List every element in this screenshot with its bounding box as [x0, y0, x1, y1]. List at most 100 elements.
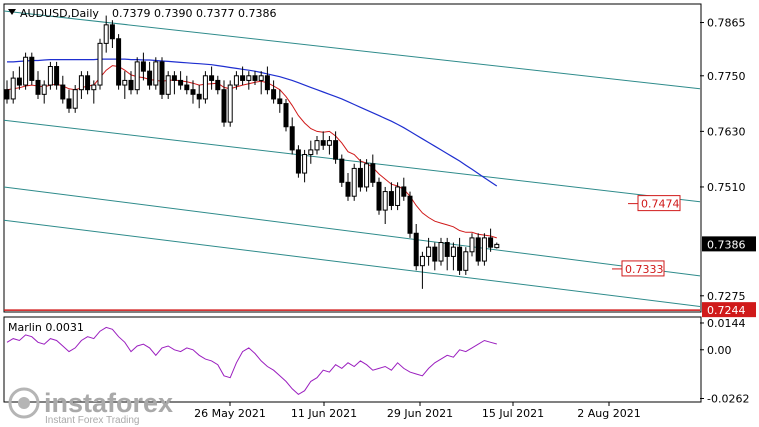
candle	[333, 131, 339, 164]
candle	[54, 61, 60, 90]
candle	[91, 80, 97, 104]
candle	[78, 71, 84, 99]
candlesticks	[4, 15, 500, 289]
candle	[122, 71, 128, 99]
symbol-timeframe: AUDUSD,Daily	[20, 7, 99, 20]
candle	[227, 80, 233, 127]
time-tick-label: 15 Jul 2021	[482, 407, 544, 420]
candle	[314, 136, 320, 155]
instaforex-logo-icon	[8, 387, 40, 419]
candle	[426, 237, 432, 266]
time-tick-label: 11 Jun 2021	[291, 407, 357, 420]
candle	[395, 182, 401, 211]
candle	[283, 98, 289, 132]
candle	[215, 75, 221, 95]
candle	[407, 191, 413, 238]
indicator-pane-border	[3, 316, 702, 403]
candle	[171, 71, 177, 95]
candle	[221, 80, 227, 127]
candle	[165, 71, 171, 99]
candle	[264, 66, 270, 95]
candle	[4, 80, 10, 104]
candle	[302, 149, 308, 183]
candle	[60, 75, 66, 104]
candle	[103, 15, 109, 53]
candle	[16, 66, 22, 90]
candle	[345, 173, 351, 201]
watermark-tagline: Instant Forex Trading	[45, 415, 140, 426]
time-tick-label: 26 May 2021	[194, 407, 266, 420]
candle	[271, 80, 277, 104]
candle	[97, 38, 103, 90]
candle	[196, 85, 202, 109]
candle	[159, 57, 165, 99]
channel-lines	[3, 10, 701, 307]
candle	[47, 61, 53, 90]
time-tick-label: 2 Aug 2021	[577, 407, 640, 420]
candle	[463, 247, 469, 275]
current-price-label: 0.7386	[707, 238, 746, 251]
candle	[134, 57, 140, 95]
channel-line-1	[3, 10, 701, 90]
level-label: 0.7474	[641, 198, 680, 211]
candle	[364, 159, 370, 192]
oscillator-axis: 0.0144 0.00 -0.0262	[700, 317, 749, 406]
oscillator-tick-label: 0.00	[707, 344, 732, 357]
candle	[128, 71, 134, 95]
candle	[72, 85, 78, 113]
candle	[401, 177, 407, 201]
candle	[469, 233, 475, 257]
candle	[35, 71, 41, 99]
candle	[308, 140, 314, 164]
candle	[481, 233, 487, 266]
candle	[419, 251, 425, 289]
candle	[66, 89, 72, 113]
candle	[10, 71, 16, 104]
candle	[326, 136, 332, 155]
candle	[277, 89, 283, 113]
candle	[357, 159, 363, 192]
candle	[85, 71, 91, 95]
candle	[320, 131, 326, 150]
candle	[258, 71, 264, 95]
ohlc-values: 0.7379 0.7390 0.7377 0.7386	[112, 7, 276, 20]
candle	[295, 145, 301, 178]
candle	[153, 57, 159, 90]
dropdown-arrow-icon[interactable]	[8, 9, 16, 15]
support-price-tag	[702, 302, 756, 318]
channel-line-2	[3, 119, 701, 203]
price-axis: 0.7865 0.7750 0.7630 0.7510 0.7275	[700, 17, 746, 303]
candle	[438, 237, 444, 266]
candle	[339, 154, 345, 187]
candle	[450, 242, 456, 271]
candle	[388, 182, 394, 211]
candle	[444, 237, 450, 271]
oscillator-line	[6, 326, 497, 396]
candle	[109, 20, 115, 48]
level-tag	[621, 260, 665, 277]
time-axis: 26 May 2021 11 Jun 2021 29 Jun 2021 15 Jul …	[194, 402, 641, 420]
indicator-title: Marlin 0.0031	[8, 321, 84, 334]
candle	[432, 242, 438, 271]
price-tick-label: 0.7630	[707, 125, 746, 138]
candle	[475, 233, 481, 266]
price-tick-label: 0.7275	[707, 290, 746, 303]
candle	[289, 117, 295, 155]
instaforex-watermark: instaforex Instant Forex Trading	[8, 387, 173, 426]
candle	[376, 177, 382, 215]
watermark-brand: instaforex	[44, 388, 173, 418]
level-tag	[637, 195, 681, 212]
candle	[190, 80, 196, 104]
candle	[370, 154, 376, 187]
candle	[184, 75, 190, 95]
candle	[209, 66, 215, 90]
current-price-tag	[702, 236, 756, 252]
candle	[116, 34, 122, 90]
candle	[494, 242, 500, 249]
channel-line-4	[3, 219, 701, 307]
candle	[41, 80, 47, 104]
price-tick-label: 0.7865	[707, 17, 746, 30]
candle	[202, 71, 208, 104]
oscillator-tick-label: -0.0262	[707, 393, 749, 406]
